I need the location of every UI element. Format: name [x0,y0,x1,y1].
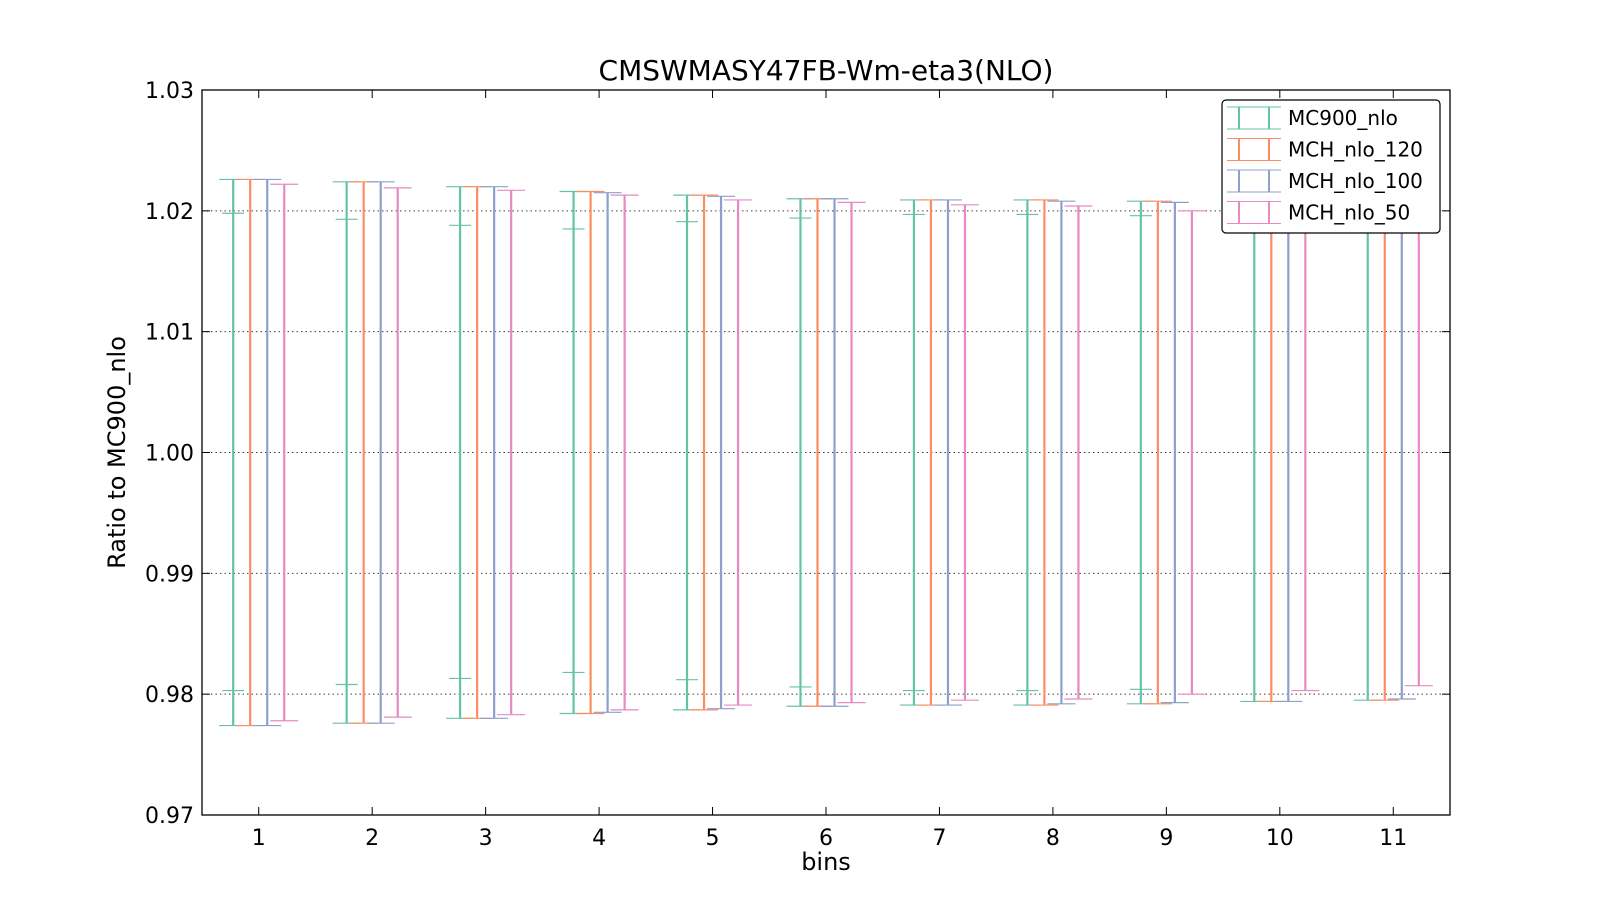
error-bar [673,194,702,711]
y-tick-label: 0.97 [145,804,194,829]
error-bar [383,187,412,718]
error-bar [610,194,639,711]
y-tick-label: 1.03 [145,79,194,104]
legend-item: MC900_nlo [1227,106,1398,130]
x-tick-label: 11 [1379,826,1407,851]
error-bar [1143,200,1172,705]
x-axis-label: bins [801,848,851,876]
error-bar [707,195,736,710]
error-bar [253,178,282,727]
x-tick-label: 1 [252,826,266,851]
legend-item: MCH_nlo_120 [1227,138,1423,162]
x-tick-label: 6 [819,826,833,851]
error-bar [480,186,509,719]
x-tick-label: 4 [592,826,606,851]
error-bar [593,192,622,713]
error-bar [576,190,605,715]
y-tick-label: 0.98 [145,683,194,708]
y-tick-label: 1.02 [145,200,194,225]
error-bars [219,178,1433,727]
x-tick-label: 3 [479,826,493,851]
error-bar [837,201,866,704]
error-bar [1177,210,1206,695]
error-bar [270,183,299,722]
error-bar [690,194,719,711]
legend-label: MCH_nlo_50 [1288,201,1410,225]
error-bar [1047,200,1076,705]
legend-label: MC900_nlo [1288,106,1398,130]
error-bar [933,199,962,706]
x-tick-label: 8 [1046,826,1060,851]
legend-label: MCH_nlo_100 [1288,169,1423,193]
chart-title: CMSWMASY47FB-Wm-eta3(NLO) [599,54,1054,87]
error-bar [1030,199,1059,706]
x-tick-label: 2 [365,826,379,851]
legend-item: MCH_nlo_100 [1227,169,1423,193]
y-axis-label: Ratio to MC900_nlo [103,336,131,569]
y-tick-label: 1.01 [145,321,194,346]
x-tick-label: 5 [706,826,720,851]
error-bar [366,181,395,724]
legend: MC900_nlo MCH_nlo_120 MCH_nlo_100 MCH_nlo_5… [1221,99,1441,234]
x-tick-label: 10 [1266,826,1294,851]
x-tick-label: 9 [1159,826,1173,851]
legend-box [1221,99,1441,234]
error-bar [820,198,849,707]
error-bar [724,199,753,706]
error-bar [497,189,526,716]
legend-item: MCH_nlo_50 [1227,201,1410,225]
error-bar [950,204,979,701]
x-tick-label: 7 [932,826,946,851]
y-tick-label: 0.99 [145,562,194,587]
y-tick-label: 1.00 [145,442,194,467]
error-bar [1160,201,1189,704]
error-bar [1064,205,1093,700]
legend-label: MCH_nlo_120 [1288,138,1423,162]
axis-ticks: 0.97 0.98 0.99 1.00 1.01 1.02 1.03 1 2 3 4 5 6 7 8 9 10 1… [145,79,1450,851]
